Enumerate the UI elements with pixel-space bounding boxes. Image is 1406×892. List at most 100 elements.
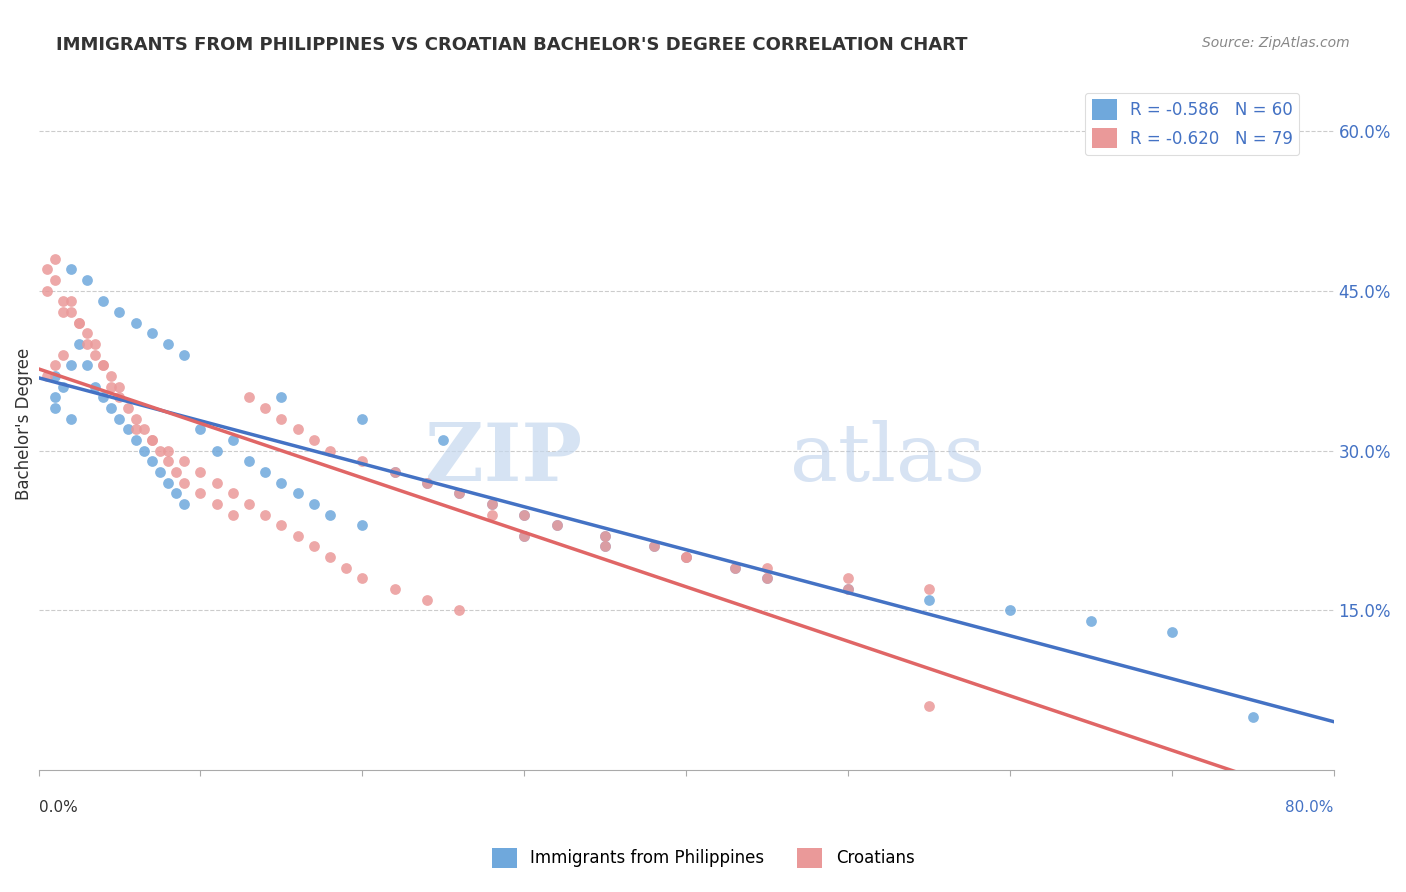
- Point: [100, 368, 122, 383]
- Point: [481, 497, 503, 511]
- Point: [918, 699, 941, 714]
- Point: [141, 326, 163, 341]
- Point: [643, 540, 665, 554]
- Point: [67, 316, 90, 330]
- Point: [270, 475, 292, 490]
- Point: [352, 518, 374, 533]
- Point: [675, 550, 697, 565]
- Point: [222, 433, 245, 447]
- Text: atlas: atlas: [790, 419, 984, 498]
- Point: [302, 497, 325, 511]
- Point: [67, 316, 90, 330]
- Point: [222, 486, 245, 500]
- Point: [998, 603, 1021, 617]
- Point: [352, 572, 374, 586]
- Point: [35, 368, 58, 383]
- Point: [270, 411, 292, 425]
- Point: [302, 433, 325, 447]
- Legend: Immigrants from Philippines, Croatians: Immigrants from Philippines, Croatians: [485, 841, 921, 875]
- Point: [108, 411, 131, 425]
- Point: [108, 379, 131, 393]
- Point: [157, 337, 180, 351]
- Point: [190, 465, 212, 479]
- Point: [59, 358, 82, 372]
- Point: [352, 454, 374, 468]
- Legend: R = -0.586   N = 60, R = -0.620   N = 79: R = -0.586 N = 60, R = -0.620 N = 79: [1085, 93, 1299, 155]
- Point: [513, 529, 536, 543]
- Point: [205, 475, 228, 490]
- Point: [546, 518, 568, 533]
- Point: [84, 379, 107, 393]
- Point: [52, 348, 75, 362]
- Point: [52, 294, 75, 309]
- Point: [918, 592, 941, 607]
- Point: [59, 411, 82, 425]
- Point: [205, 443, 228, 458]
- Point: [91, 358, 114, 372]
- Point: [384, 465, 406, 479]
- Point: [481, 508, 503, 522]
- Point: [173, 475, 195, 490]
- Point: [165, 465, 187, 479]
- Point: [44, 368, 66, 383]
- Y-axis label: Bachelor's Degree: Bachelor's Degree: [15, 348, 32, 500]
- Point: [132, 443, 155, 458]
- Point: [125, 433, 148, 447]
- Point: [173, 497, 195, 511]
- Point: [287, 422, 309, 436]
- Point: [76, 326, 98, 341]
- Point: [91, 358, 114, 372]
- Point: [384, 465, 406, 479]
- Point: [91, 294, 114, 309]
- Point: [675, 550, 697, 565]
- Point: [254, 401, 277, 415]
- Point: [76, 337, 98, 351]
- Point: [157, 454, 180, 468]
- Point: [724, 561, 747, 575]
- Point: [190, 486, 212, 500]
- Point: [335, 561, 357, 575]
- Point: [319, 508, 342, 522]
- Point: [270, 518, 292, 533]
- Point: [756, 572, 779, 586]
- Point: [141, 454, 163, 468]
- Point: [149, 443, 172, 458]
- Point: [756, 561, 779, 575]
- Point: [449, 486, 471, 500]
- Point: [173, 348, 195, 362]
- Point: [44, 401, 66, 415]
- Point: [52, 305, 75, 319]
- Point: [59, 305, 82, 319]
- Point: [52, 379, 75, 393]
- Point: [481, 497, 503, 511]
- Point: [165, 486, 187, 500]
- Point: [108, 390, 131, 404]
- Point: [416, 475, 439, 490]
- Point: [100, 401, 122, 415]
- Point: [59, 294, 82, 309]
- Point: [141, 433, 163, 447]
- Point: [238, 454, 260, 468]
- Point: [319, 443, 342, 458]
- Point: [100, 379, 122, 393]
- Point: [1160, 624, 1182, 639]
- Point: [449, 603, 471, 617]
- Point: [287, 486, 309, 500]
- Point: [837, 582, 859, 596]
- Point: [238, 497, 260, 511]
- Text: 80.0%: 80.0%: [1285, 800, 1334, 815]
- Point: [593, 540, 616, 554]
- Point: [125, 422, 148, 436]
- Point: [67, 337, 90, 351]
- Point: [918, 582, 941, 596]
- Point: [1241, 710, 1264, 724]
- Point: [416, 592, 439, 607]
- Point: [173, 454, 195, 468]
- Point: [76, 358, 98, 372]
- Point: [546, 518, 568, 533]
- Point: [449, 486, 471, 500]
- Point: [837, 572, 859, 586]
- Point: [238, 390, 260, 404]
- Point: [117, 422, 139, 436]
- Point: [35, 262, 58, 277]
